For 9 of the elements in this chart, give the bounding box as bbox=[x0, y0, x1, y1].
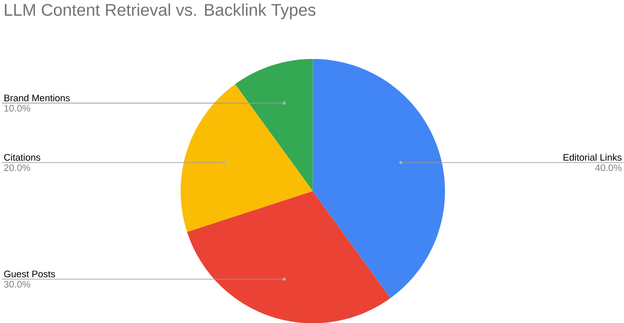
data-label: 10.0% bbox=[4, 104, 30, 112]
data-label: 40.0% bbox=[595, 164, 622, 171]
data-label: 30.0% bbox=[4, 280, 30, 288]
slice-label: Brand Mentions bbox=[4, 94, 70, 102]
slice-label: Editorial Links bbox=[564, 154, 622, 161]
slice-label: Citations bbox=[4, 154, 40, 161]
data-label: 20.0% bbox=[4, 164, 30, 171]
chart-title: LLM Content Retrieval vs. Backlink Types bbox=[4, 3, 316, 20]
slice-label: Guest Posts bbox=[4, 270, 55, 278]
